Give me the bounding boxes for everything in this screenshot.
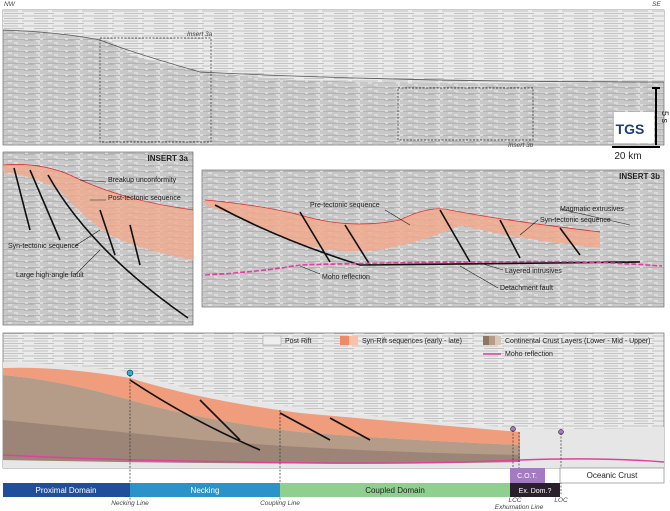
- annotation: Detachment fault: [500, 285, 553, 292]
- distance-scale: 20 km: [614, 151, 641, 162]
- annotation: Moho reflection: [322, 274, 370, 281]
- annotation: Syn-tectonic sequence: [540, 217, 611, 224]
- boundary-label: LCC: [508, 497, 521, 504]
- logo: TGS: [616, 121, 645, 137]
- boundary-label: LOC: [554, 497, 568, 504]
- boundary-label: Coupling Line: [260, 500, 300, 507]
- boundary-label: Necking Line: [111, 500, 149, 507]
- legend-label: Moho reflection: [505, 351, 553, 358]
- nw-label: NW: [4, 1, 16, 8]
- insert-3b: INSERT 3b Pre-tectonic sequence Magmatic…: [201, 169, 665, 308]
- cross-section: Post Rift Syn-Rift sequences (early - la…: [2, 332, 665, 469]
- annotation: Magmatic extrusives: [560, 206, 624, 213]
- annotation: Large high-angle fault: [16, 272, 84, 279]
- annotation: Post-tectonic sequence: [108, 195, 181, 202]
- boundary-label: Exhumation Line: [495, 504, 544, 511]
- top-panel: NW SE Insert 3a Insert 3b 5 s TGS 20 km: [2, 1, 670, 162]
- insert-label: Insert 3b: [508, 142, 534, 149]
- annotation: Pre-tectonic sequence: [310, 202, 380, 209]
- domain-label: Coupled Domain: [365, 486, 425, 495]
- domain-label: C.O.T.: [517, 473, 537, 480]
- domain-bar: Proximal Domain Necking Coupled Domain C…: [3, 375, 665, 511]
- insert-title: INSERT 3b: [619, 172, 660, 181]
- time-scale: 5 s: [660, 111, 670, 124]
- insert-label: Insert 3a: [187, 31, 213, 38]
- legend-label: Continental Crust Layers (Lower - Mid - …: [505, 338, 651, 345]
- se-label: SE: [652, 1, 661, 8]
- insert-3a: INSERT 3a Breakup unconformity Post-tect…: [2, 151, 194, 326]
- legend-label: Syn-Rift sequences (early - late): [362, 338, 462, 345]
- legend-label: Post Rift: [285, 338, 312, 345]
- annotation: Breakup unconformity: [108, 177, 177, 184]
- domain-label: Proximal Domain: [36, 486, 97, 495]
- domain-label: Oceanic Crust: [587, 471, 638, 480]
- domain-label: Necking: [191, 486, 220, 495]
- annotation: Syn-tectonic sequence: [8, 243, 79, 250]
- domain-label: Ex. Dom.?: [519, 488, 552, 495]
- annotation: Layered intrusives: [505, 268, 562, 275]
- insert-title: INSERT 3a: [148, 154, 189, 163]
